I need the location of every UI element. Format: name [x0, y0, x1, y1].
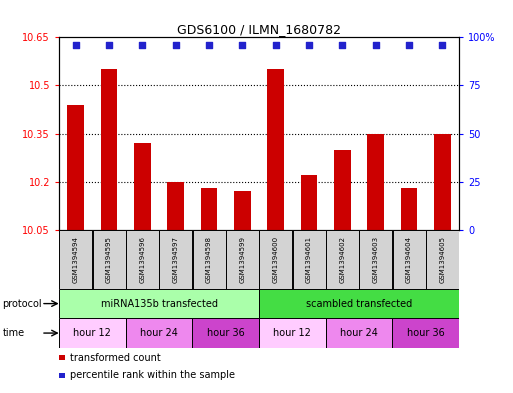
Text: percentile rank within the sample: percentile rank within the sample — [70, 370, 235, 380]
Point — [438, 42, 446, 48]
Point — [238, 42, 246, 48]
Bar — [326, 230, 359, 289]
Text: hour 36: hour 36 — [207, 328, 245, 338]
Bar — [401, 188, 418, 230]
Point — [138, 42, 147, 48]
Text: GSM1394600: GSM1394600 — [273, 236, 279, 283]
Bar — [392, 318, 459, 348]
Text: GSM1394602: GSM1394602 — [340, 236, 345, 283]
Text: hour 24: hour 24 — [140, 328, 178, 338]
Bar — [267, 70, 284, 230]
Text: miRNA135b transfected: miRNA135b transfected — [101, 299, 218, 309]
Text: GSM1394594: GSM1394594 — [73, 236, 78, 283]
Bar — [59, 230, 92, 289]
Title: GDS6100 / ILMN_1680782: GDS6100 / ILMN_1680782 — [177, 23, 341, 36]
Text: protocol: protocol — [3, 299, 42, 309]
Bar — [126, 318, 192, 348]
Bar — [234, 191, 251, 230]
Bar — [301, 175, 318, 230]
Bar — [392, 230, 426, 289]
Bar — [201, 188, 218, 230]
Bar — [226, 230, 259, 289]
Point — [305, 42, 313, 48]
Point — [405, 42, 413, 48]
Point — [171, 42, 180, 48]
Bar — [59, 289, 259, 318]
Point — [205, 42, 213, 48]
Text: hour 12: hour 12 — [73, 328, 111, 338]
Bar — [101, 70, 117, 230]
Bar — [67, 105, 84, 230]
Text: GSM1394601: GSM1394601 — [306, 236, 312, 283]
Point — [105, 42, 113, 48]
Bar — [159, 230, 192, 289]
Text: hour 24: hour 24 — [340, 328, 378, 338]
Text: GSM1394597: GSM1394597 — [173, 236, 179, 283]
Text: transformed count: transformed count — [70, 353, 161, 363]
Bar — [434, 134, 451, 230]
Text: GSM1394595: GSM1394595 — [106, 236, 112, 283]
Bar — [326, 318, 392, 348]
Bar — [126, 230, 159, 289]
Point — [371, 42, 380, 48]
Bar — [259, 230, 292, 289]
Bar — [92, 230, 126, 289]
Bar — [192, 318, 259, 348]
Bar — [292, 230, 326, 289]
Text: GSM1394599: GSM1394599 — [240, 236, 245, 283]
Text: hour 36: hour 36 — [407, 328, 445, 338]
Point — [338, 42, 346, 48]
Point — [71, 42, 80, 48]
Bar — [134, 143, 151, 230]
Text: GSM1394605: GSM1394605 — [440, 236, 445, 283]
Bar — [59, 318, 126, 348]
Text: GSM1394598: GSM1394598 — [206, 236, 212, 283]
Text: time: time — [3, 328, 25, 338]
Text: hour 12: hour 12 — [273, 328, 311, 338]
Bar — [259, 289, 459, 318]
Point — [271, 42, 280, 48]
Bar — [167, 182, 184, 230]
Bar — [367, 134, 384, 230]
Bar — [359, 230, 392, 289]
Bar — [334, 150, 351, 230]
Bar — [192, 230, 226, 289]
Text: scambled transfected: scambled transfected — [306, 299, 412, 309]
Text: GSM1394604: GSM1394604 — [406, 236, 412, 283]
Text: GSM1394596: GSM1394596 — [140, 236, 145, 283]
Text: GSM1394603: GSM1394603 — [373, 236, 379, 283]
Bar — [259, 318, 326, 348]
Bar — [426, 230, 459, 289]
